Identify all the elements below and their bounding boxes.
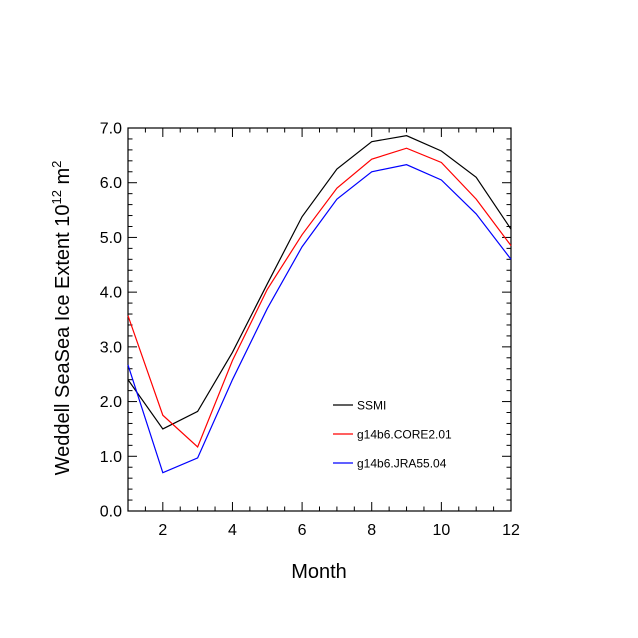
x-tick-label: 10	[432, 522, 450, 539]
y-tick-label: 4.0	[100, 285, 122, 302]
legend: SSMI g14b6.CORE2.01 g14b6.JRA55.04	[333, 399, 452, 471]
y-tick-label: 1.0	[100, 449, 122, 466]
y-axis-title-unit: m	[52, 168, 74, 190]
x-tick-label: 12	[502, 522, 520, 539]
series-line-0	[127, 135, 512, 430]
x-tick-label: 2	[158, 522, 167, 539]
y-tick-label: 3.0	[100, 339, 122, 356]
x-tick-label: 8	[367, 522, 376, 539]
legend-label: SSMI	[357, 399, 386, 413]
x-tick-label: 6	[298, 522, 307, 539]
series-line-1	[127, 147, 512, 449]
x-axis-title: Month	[291, 561, 347, 583]
y-tick-label: 5.0	[100, 230, 122, 247]
series-lines	[127, 135, 512, 474]
x-tick-label: 4	[228, 522, 237, 539]
plot-area	[127, 127, 512, 512]
series-line-2	[127, 164, 512, 474]
plot-frame	[127, 127, 512, 512]
y-axis-title: Weddell SeaSea Ice Extent 1012 m2	[49, 161, 74, 476]
y-axis-title-main: Weddell SeaSea Ice Extent 10	[52, 205, 74, 476]
y-tick-label: 0.0	[100, 504, 122, 521]
y-tick-label: 7.0	[100, 121, 122, 138]
legend-label: g14b6.CORE2.01	[357, 428, 452, 442]
y-axis-title-exponent: 12	[49, 190, 64, 204]
legend-label: g14b6.JRA55.04	[357, 457, 447, 471]
y-axis-title-unit-exponent: 2	[49, 161, 64, 168]
tick-labels: 2 4 6 8 10 12 0.0 1.0 2.0 3.0 4.0 5.0 6.0 7.0	[100, 121, 520, 540]
axis-ticks	[127, 127, 512, 512]
y-tick-label: 2.0	[100, 394, 122, 411]
y-tick-label: 6.0	[100, 175, 122, 192]
